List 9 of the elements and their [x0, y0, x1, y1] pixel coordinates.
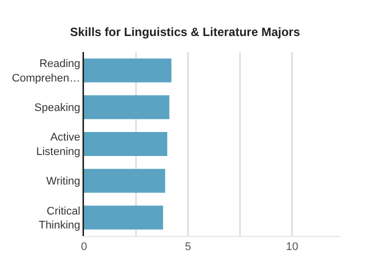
y-tick-label: Active Listening	[36, 132, 80, 158]
y-tick-label: Writing	[46, 176, 80, 188]
y-tick-label: Critical Thinking	[38, 205, 80, 232]
chart-title: Skills for Linguistics & Literature Majors	[70, 25, 300, 40]
x-tick-label: 5	[185, 241, 192, 254]
x-tick-label: 0	[80, 241, 88, 254]
y-tick-label: Reading Comprehen…	[12, 58, 80, 84]
y-tick-label: Speaking	[34, 102, 80, 114]
x-tick-label: 10	[286, 241, 298, 254]
